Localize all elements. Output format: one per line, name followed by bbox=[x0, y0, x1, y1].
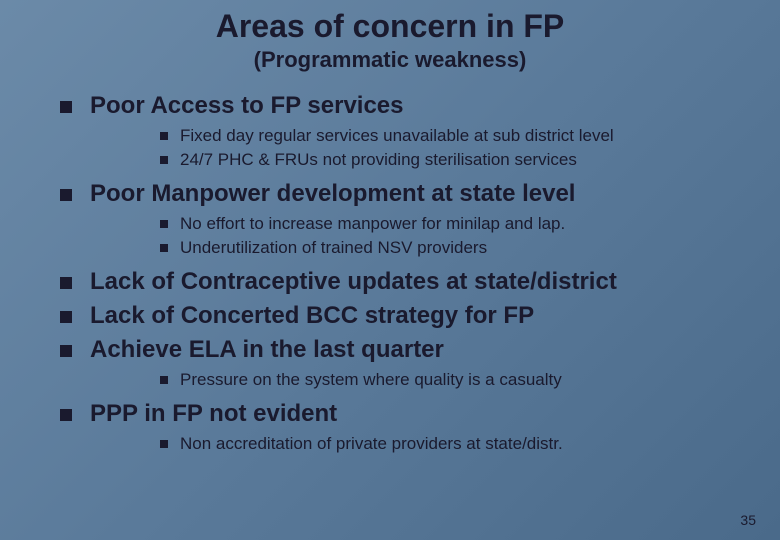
square-bullet-icon bbox=[160, 376, 168, 384]
list-item: Underutilization of trained NSV provider… bbox=[160, 237, 740, 259]
slide-title: Areas of concern in FP bbox=[40, 8, 740, 45]
list-item-text: Non accreditation of private providers a… bbox=[180, 433, 563, 455]
list-item-text: No effort to increase manpower for minil… bbox=[180, 213, 565, 235]
square-bullet-icon bbox=[160, 132, 168, 140]
list-item: 24/7 PHC & FRUs not providing sterilisat… bbox=[160, 149, 740, 171]
list-item: PPP in FP not evident bbox=[60, 399, 740, 429]
list-item: Lack of Concerted BCC strategy for FP bbox=[60, 301, 740, 331]
square-bullet-icon bbox=[160, 220, 168, 228]
square-bullet-icon bbox=[60, 409, 72, 421]
list-item: No effort to increase manpower for minil… bbox=[160, 213, 740, 235]
page-number: 35 bbox=[740, 512, 756, 528]
square-bullet-icon bbox=[60, 277, 72, 289]
square-bullet-icon bbox=[60, 101, 72, 113]
list-item-text: Lack of Concerted BCC strategy for FP bbox=[90, 301, 534, 331]
list-item-text: Poor Manpower development at state level bbox=[90, 179, 575, 209]
list-item-text: Poor Access to FP services bbox=[90, 91, 404, 121]
slide-container: Areas of concern in FP (Programmatic wea… bbox=[0, 0, 780, 456]
square-bullet-icon bbox=[160, 244, 168, 252]
list-item-text: PPP in FP not evident bbox=[90, 399, 337, 429]
list-item-text: Underutilization of trained NSV provider… bbox=[180, 237, 487, 259]
square-bullet-icon bbox=[60, 311, 72, 323]
list-item-text: Achieve ELA in the last quarter bbox=[90, 335, 444, 365]
list-item: Pressure on the system where quality is … bbox=[160, 369, 740, 391]
square-bullet-icon bbox=[60, 189, 72, 201]
list-item-text: Lack of Contraceptive updates at state/d… bbox=[90, 267, 617, 297]
list-item-text: Pressure on the system where quality is … bbox=[180, 369, 562, 391]
list-item-text: Fixed day regular services unavailable a… bbox=[180, 125, 614, 147]
list-item: Non accreditation of private providers a… bbox=[160, 433, 740, 455]
square-bullet-icon bbox=[160, 156, 168, 164]
square-bullet-icon bbox=[160, 440, 168, 448]
square-bullet-icon bbox=[60, 345, 72, 357]
list-item: Lack of Contraceptive updates at state/d… bbox=[60, 267, 740, 297]
list-item: Achieve ELA in the last quarter bbox=[60, 335, 740, 365]
slide-subtitle: (Programmatic weakness) bbox=[40, 47, 740, 73]
list-item: Poor Access to FP services bbox=[60, 91, 740, 121]
list-item-text: 24/7 PHC & FRUs not providing sterilisat… bbox=[180, 149, 577, 171]
list-item: Fixed day regular services unavailable a… bbox=[160, 125, 740, 147]
list-item: Poor Manpower development at state level bbox=[60, 179, 740, 209]
